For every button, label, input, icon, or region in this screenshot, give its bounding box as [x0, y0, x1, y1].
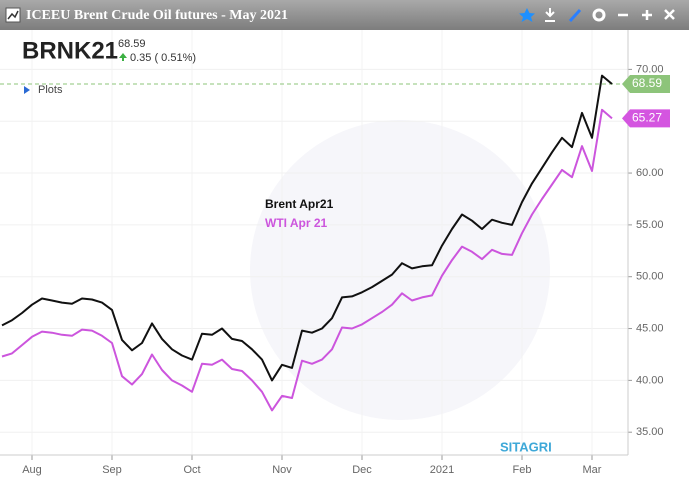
y-tick-label: 40.00: [636, 374, 664, 386]
price-tag-label: 65.27: [632, 111, 662, 125]
last-price: 68.59: [118, 38, 146, 50]
series-line: [1, 108, 613, 412]
draw-button[interactable]: [568, 8, 582, 23]
x-tick-label: Nov: [272, 464, 292, 476]
x-tick-label: Sep: [102, 464, 122, 476]
up-arrow: [119, 53, 127, 58]
x-tick-label: Oct: [183, 464, 200, 476]
watermark: SITAGRI: [500, 439, 552, 454]
window-title: ICEEU Brent Crude Oil futures - May 2021: [26, 8, 288, 23]
download-button[interactable]: [545, 8, 555, 22]
x-tick-label: Mar: [583, 464, 602, 476]
x-tick-label: 2021: [430, 464, 454, 476]
x-tick-label: Dec: [352, 464, 372, 476]
x-tick-label: Aug: [22, 464, 42, 476]
y-tick-label: 50.00: [636, 271, 664, 283]
favorite-button[interactable]: [519, 8, 535, 22]
settings-button[interactable]: [592, 8, 606, 22]
y-tick-label: 35.00: [636, 426, 664, 438]
x-tick-label: Feb: [513, 464, 532, 476]
legend-label: Brent Apr21: [265, 197, 334, 211]
maximize-button[interactable]: [642, 10, 652, 20]
price-tag: [622, 75, 670, 94]
symbol: BRNK21: [22, 37, 118, 64]
y-tick-label: 55.00: [636, 219, 664, 231]
y-tick-label: 60.00: [636, 167, 664, 179]
price-change: 0.35 ( 0.51%): [130, 52, 196, 64]
price-tag-label: 68.59: [632, 76, 662, 90]
price-tag: [622, 109, 670, 128]
plots-toggle-icon[interactable]: [24, 86, 30, 94]
window-icon-line: [7, 10, 19, 20]
y-tick-label: 45.00: [636, 322, 664, 334]
legend-label: WTI Apr 21: [265, 216, 328, 230]
up-arrow-stem: [122, 57, 124, 61]
close-button[interactable]: [664, 9, 675, 20]
series-line: [1, 74, 613, 382]
y-tick-label: 70.00: [636, 63, 664, 75]
watermark-logo: [250, 120, 550, 420]
plots-toggle[interactable]: Plots: [38, 84, 63, 96]
